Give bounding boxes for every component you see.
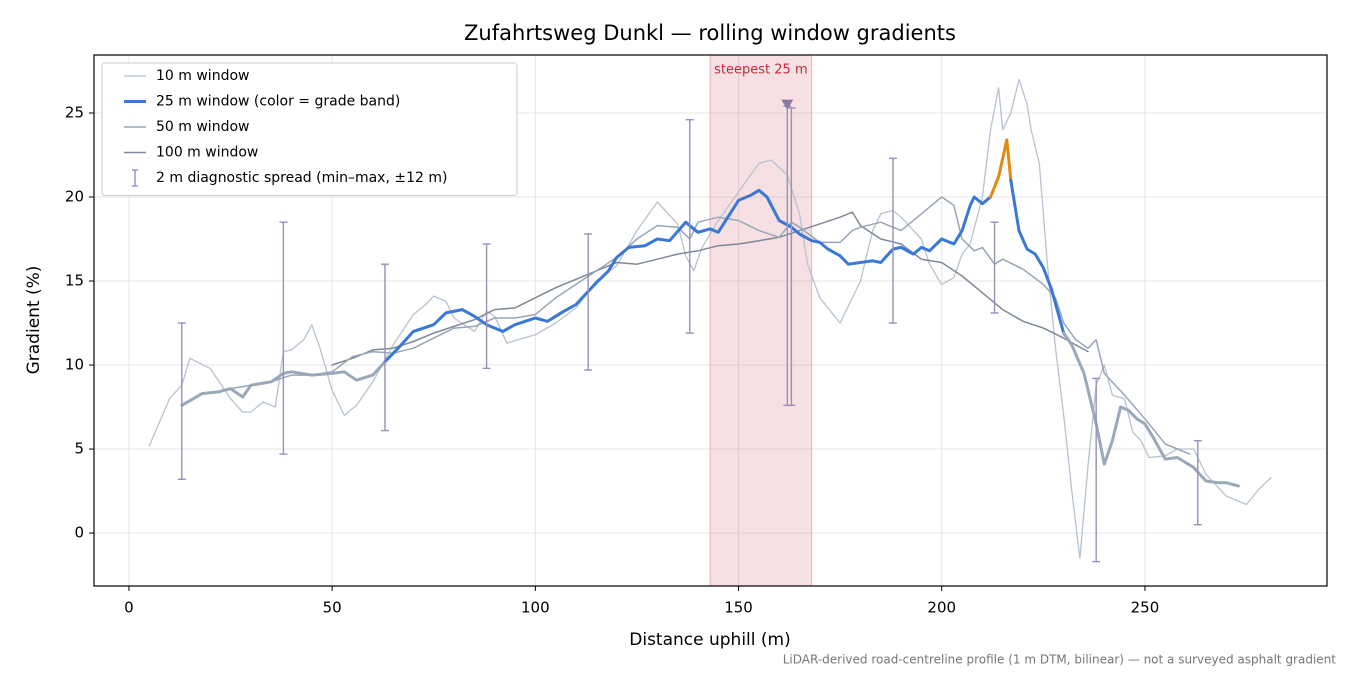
plot-frame: [93, 54, 1328, 587]
x-axis-label: Distance uphill (m): [629, 630, 790, 650]
x-tick-label: 150: [724, 599, 753, 617]
line: [1009, 178, 1066, 335]
y-tick-label: 15: [65, 272, 84, 290]
x-tick-label: 0: [124, 599, 134, 617]
x-tick-label: 50: [323, 599, 342, 617]
line: [229, 196, 1191, 455]
x-tick-label: 250: [1131, 599, 1160, 617]
highlight-label: steepest 25 m: [714, 63, 807, 78]
highlight-band: [709, 54, 813, 587]
y-tick-label: 20: [65, 187, 84, 205]
y-tick-label: 0: [74, 524, 84, 542]
peak-marker: [781, 99, 794, 110]
x-tick-label: 200: [927, 599, 956, 617]
legend-label: 25 m window (color = grade band): [156, 94, 400, 110]
legend-label: 100 m window: [156, 145, 258, 161]
legend-label: 10 m window: [156, 68, 249, 84]
line: [331, 211, 1089, 366]
y-tick-label: 25: [65, 103, 84, 121]
footnote: LiDAR-derived road-centreline profile (1…: [783, 653, 1337, 667]
line: [383, 188, 992, 364]
legend-label: 50 m window: [156, 119, 249, 135]
legend-box: [101, 62, 518, 196]
y-tick-label: 5: [74, 440, 84, 458]
chart-title: Zufahrtsweg Dunkl — rolling window gradi…: [464, 21, 956, 45]
legend-label: 2 m diagnostic spread (min–max, ±12 m): [156, 170, 447, 186]
y-tick-label: 10: [65, 356, 84, 374]
y-axis-label: Gradient (%): [24, 266, 44, 375]
line: [989, 138, 1013, 199]
line: [148, 78, 1272, 559]
line: [1062, 331, 1240, 488]
x-tick-label: 100: [521, 599, 550, 617]
